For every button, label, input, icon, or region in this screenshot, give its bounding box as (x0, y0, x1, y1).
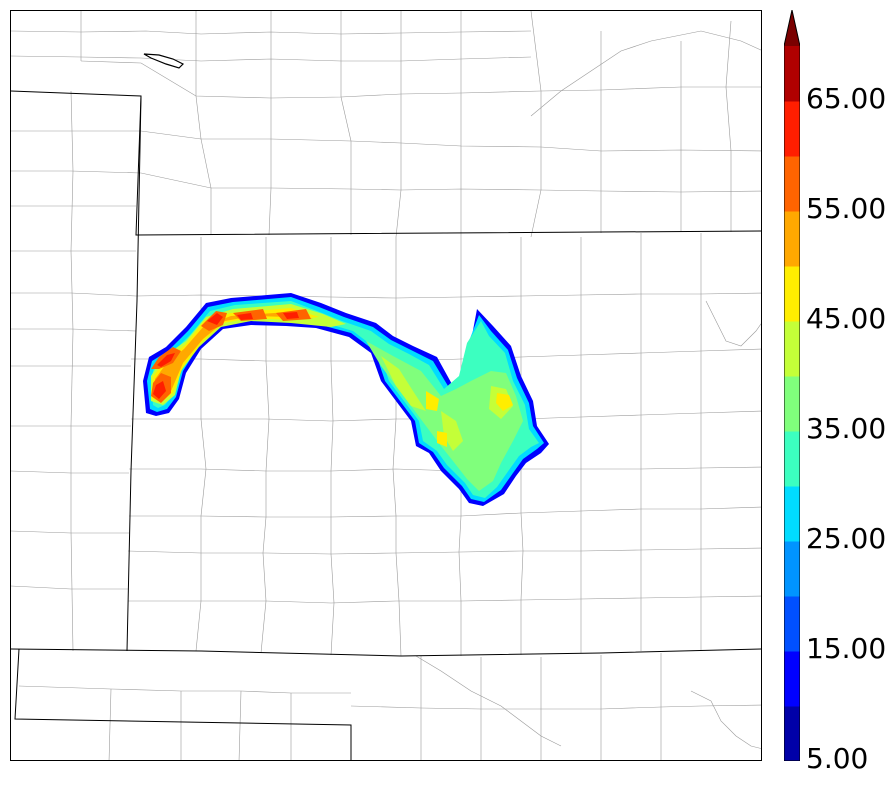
state-boundaries (11, 90, 761, 760)
field-contour-40 (381, 356, 513, 451)
reflectivity-field (143, 293, 549, 506)
colorbar (784, 10, 800, 761)
colorbar-outline (784, 10, 800, 761)
colorbar-segment (784, 101, 800, 157)
map-canvas (11, 11, 761, 760)
colorbar-tick-label: 15.00 (806, 632, 887, 665)
colorbar-tick-label: 55.00 (806, 192, 887, 225)
map-panel (10, 10, 762, 761)
colorbar-segment (784, 211, 800, 267)
colorbar-tick-label: 65.00 (806, 82, 887, 115)
colorbar-tick-label: 35.00 (806, 412, 887, 445)
colorbar-tick-label: 45.00 (806, 302, 887, 335)
field-contour-30 (151, 301, 539, 498)
colorbar-segment (784, 266, 800, 322)
field-contour-45-east (426, 391, 513, 447)
colorbar-segment (784, 376, 800, 432)
colorbar-segment (784, 46, 800, 102)
colorbar-segment (784, 431, 800, 487)
lake-outline (143, 53, 185, 69)
colorbar-tick-label: 25.00 (806, 522, 887, 555)
colorbar-segment (784, 321, 800, 377)
colorbar-segment (784, 486, 800, 542)
colorbar-segment (784, 651, 800, 707)
colorbar-tick-label: 5.00 (806, 742, 869, 775)
colorbar-segment (784, 541, 800, 597)
colorbar-extend-arrow (784, 10, 800, 46)
colorbar-segment (784, 596, 800, 652)
colorbar-segment (784, 706, 800, 761)
field-contour-55-arc (151, 309, 311, 403)
colorbar-segment (784, 156, 800, 212)
